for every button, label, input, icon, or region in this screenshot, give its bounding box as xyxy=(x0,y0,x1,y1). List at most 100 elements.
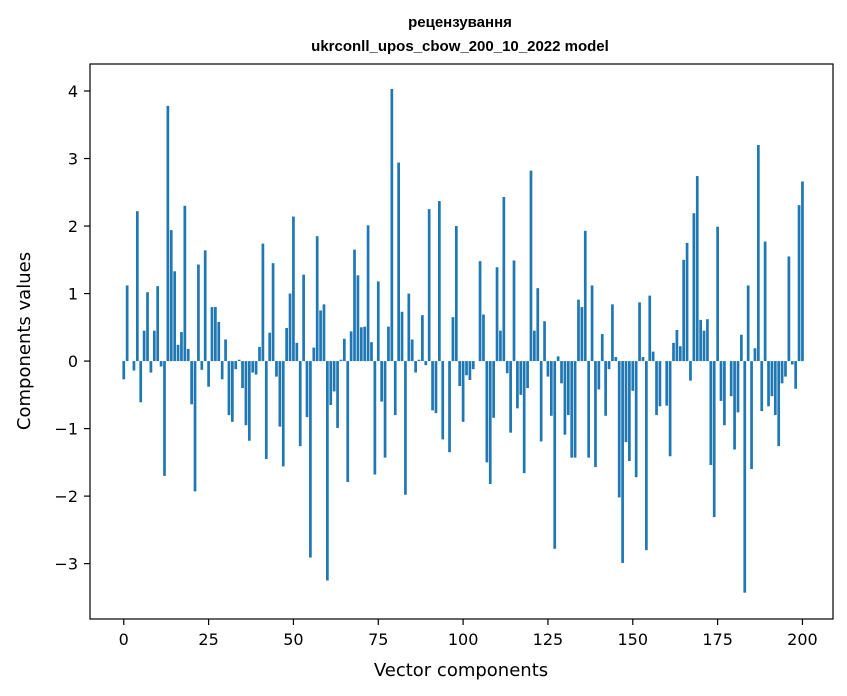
bar xyxy=(770,361,774,397)
bar xyxy=(220,361,224,380)
bar xyxy=(468,361,472,380)
bar xyxy=(760,361,764,412)
bar xyxy=(214,307,217,362)
y-tick-label: −1 xyxy=(54,420,78,439)
bar xyxy=(461,361,465,422)
bar xyxy=(773,361,777,416)
chart-subtitle: ukrconll_upos_cbow_200_10_2022 model xyxy=(311,38,609,55)
bar xyxy=(393,361,397,416)
bar xyxy=(733,361,736,450)
bar xyxy=(628,361,631,462)
bar xyxy=(801,181,804,362)
bar xyxy=(712,361,716,518)
bar xyxy=(441,361,445,440)
plot-frame xyxy=(89,63,834,620)
bar xyxy=(176,344,180,362)
bar xyxy=(509,361,512,433)
bar xyxy=(427,209,431,362)
bar xyxy=(404,361,407,495)
y-tick-label: −2 xyxy=(54,487,78,506)
bar xyxy=(173,271,177,362)
bar xyxy=(756,145,760,362)
bar xyxy=(617,361,621,498)
bar xyxy=(275,361,278,377)
bar xyxy=(736,361,740,413)
bar xyxy=(594,361,597,468)
bar xyxy=(590,285,594,362)
bar xyxy=(149,361,153,373)
bar xyxy=(326,361,329,581)
bar xyxy=(342,338,346,362)
bar xyxy=(278,361,282,427)
bar xyxy=(207,361,210,387)
bar xyxy=(685,242,689,362)
bar xyxy=(183,205,187,362)
bar xyxy=(723,361,726,426)
bar xyxy=(695,176,699,362)
bar xyxy=(648,295,652,362)
bar xyxy=(624,361,628,443)
bar xyxy=(139,361,143,403)
bar xyxy=(339,359,343,362)
bar xyxy=(431,361,434,411)
bar xyxy=(549,361,553,416)
bar xyxy=(495,267,499,362)
bar xyxy=(309,361,312,558)
bar xyxy=(516,361,519,409)
bar xyxy=(315,236,319,362)
bar xyxy=(631,361,635,391)
bar xyxy=(356,275,360,362)
bar xyxy=(502,197,506,362)
bar xyxy=(458,361,462,387)
bar xyxy=(478,261,482,362)
bar xyxy=(146,292,149,362)
bar xyxy=(421,315,424,362)
bar xyxy=(634,361,638,478)
bar xyxy=(485,361,489,463)
bar xyxy=(678,346,682,362)
y-tick-label: −3 xyxy=(54,555,78,574)
bar xyxy=(451,317,455,362)
bar xyxy=(190,361,193,405)
bar xyxy=(373,361,377,475)
bar xyxy=(790,361,794,365)
bar xyxy=(672,342,675,362)
y-axis: −3 −2 −1 0 1 2 3 4 xyxy=(54,82,90,574)
x-axis-label: Vector components xyxy=(374,660,548,681)
bar xyxy=(488,361,492,484)
bar xyxy=(241,361,244,389)
bar xyxy=(302,274,305,362)
bar xyxy=(746,285,750,362)
bar xyxy=(414,361,417,373)
bar xyxy=(597,361,601,390)
bar xyxy=(288,293,292,362)
bar xyxy=(604,361,607,416)
bar xyxy=(668,361,672,457)
bar xyxy=(614,357,618,362)
bar xyxy=(689,361,692,381)
bar xyxy=(573,361,577,458)
bar xyxy=(533,330,536,362)
bar xyxy=(740,334,743,362)
bar xyxy=(675,330,679,362)
bar xyxy=(122,361,126,380)
bar xyxy=(797,205,801,362)
bar xyxy=(397,162,400,362)
bar-series xyxy=(122,88,804,593)
bar xyxy=(417,359,421,362)
bar xyxy=(322,304,326,362)
bar xyxy=(454,226,458,362)
bar xyxy=(658,361,662,407)
bar xyxy=(346,361,350,482)
bar xyxy=(380,361,384,402)
y-tick-label: 3 xyxy=(68,150,78,169)
bar xyxy=(587,361,591,458)
bar xyxy=(387,326,390,362)
bar xyxy=(529,170,533,362)
bar xyxy=(546,361,550,377)
bar xyxy=(777,361,781,447)
bar xyxy=(465,361,468,376)
bar xyxy=(556,356,560,362)
bar xyxy=(471,361,475,370)
y-axis-label: Components values xyxy=(14,252,35,430)
